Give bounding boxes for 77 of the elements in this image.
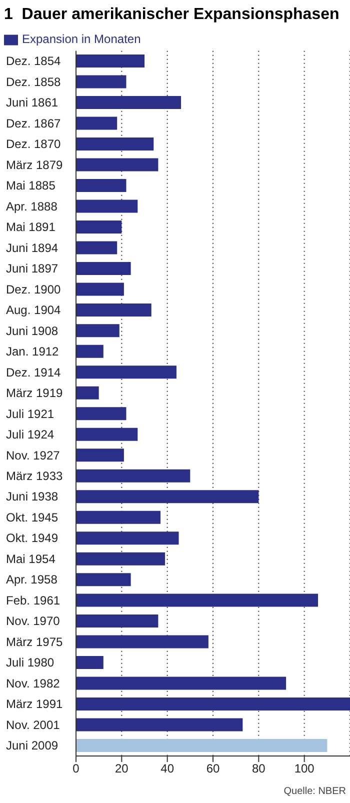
legend-label: Expansion in Monaten: [22, 32, 141, 46]
bar: [76, 428, 138, 441]
bar: [76, 324, 120, 338]
bar: [76, 158, 158, 172]
y-tick-label: Apr. 1888: [6, 199, 58, 214]
y-tick-label: Juni 1908: [6, 324, 58, 338]
y-tick-label: Nov. 1982: [6, 676, 60, 690]
y-tick-label: Juni 1894: [6, 240, 58, 255]
bar: [76, 573, 131, 586]
bar: [76, 676, 286, 690]
y-tick-label: Mai 1885: [6, 178, 56, 193]
y-tick-label: Dez. 1858: [6, 74, 62, 89]
y-tick-label: März 1975: [6, 634, 64, 649]
chart-title: 1 Dauer amerikanischer Expansionsphasen: [3, 5, 340, 25]
y-tick-label: Juli 1924: [6, 428, 54, 442]
bar: [76, 614, 158, 628]
bar: [76, 179, 126, 192]
y-tick-label: Jan. 1912: [6, 344, 60, 359]
y-tick-label: März 1919: [6, 386, 64, 400]
bar: [76, 738, 328, 752]
y-tick-label: Juli 1921: [6, 406, 54, 421]
x-tick-label: 60: [206, 762, 220, 776]
y-tick-label: März 1879: [6, 158, 64, 172]
y-tick-label: Juni 1938: [6, 490, 58, 504]
y-tick-label: Juni 1897: [6, 262, 58, 276]
y-tick-label: Dez. 1900: [6, 282, 62, 296]
x-tick-label: 40: [160, 762, 174, 776]
bar: [76, 698, 350, 711]
bar: [76, 490, 259, 504]
y-tick-label: Juli 1980: [6, 656, 54, 670]
source-note: Quelle: NBER: [284, 786, 346, 797]
bar: [76, 552, 166, 566]
bar: [76, 241, 118, 254]
y-tick-label: Nov. 2001: [6, 718, 60, 732]
bar: [76, 594, 318, 607]
bar: [76, 282, 124, 296]
y-tick-label: Okt. 1945: [6, 510, 58, 524]
y-tick-label: Nov. 1927: [6, 448, 60, 462]
x-tick-label: 0: [72, 762, 80, 776]
y-tick-label: Nov. 1970: [6, 614, 60, 628]
y-tick-label: Apr. 1958: [6, 572, 58, 587]
bar: [76, 200, 138, 213]
y-tick-label: Dez. 1914: [6, 365, 62, 380]
bar: [76, 116, 118, 130]
bar: [76, 75, 126, 88]
bar: [76, 303, 152, 316]
y-tick-label: Dez. 1854: [6, 54, 62, 68]
x-tick-label: 100: [294, 762, 315, 776]
bar: [76, 448, 124, 462]
bar: [76, 262, 131, 275]
bar: [76, 532, 179, 545]
y-tick-label: Juni 2009: [6, 738, 58, 753]
bar: [76, 220, 122, 234]
bar: [76, 656, 104, 670]
x-tick-label: 20: [114, 762, 129, 776]
y-tick-label: Dez. 1870: [6, 137, 62, 152]
y-tick-label: Aug. 1904: [6, 303, 62, 318]
bar: [76, 407, 126, 420]
y-tick-label: Mai 1891: [6, 220, 56, 234]
x-tick-label: 80: [252, 762, 266, 776]
y-tick-label: Okt. 1949: [6, 531, 58, 546]
bar: [76, 344, 104, 358]
y-tick-label: März 1991: [6, 697, 64, 712]
bar: [76, 510, 160, 524]
y-tick-label: Dez. 1867: [6, 116, 62, 130]
bar: [76, 718, 243, 732]
bar: [76, 54, 144, 68]
bar: [76, 96, 182, 110]
bar: [76, 635, 208, 648]
y-tick-label: März 1933: [6, 469, 64, 484]
bar: [76, 138, 154, 151]
bar: [76, 469, 190, 482]
y-tick-label: Feb. 1961: [6, 593, 60, 608]
y-tick-label: Juni 1861: [6, 96, 58, 110]
bar: [76, 366, 176, 379]
bar: [76, 386, 99, 400]
y-tick-label: Mai 1954: [6, 552, 56, 566]
